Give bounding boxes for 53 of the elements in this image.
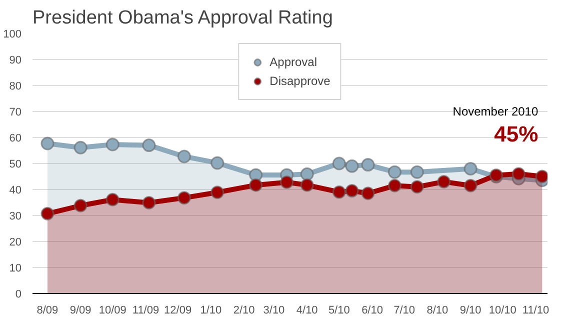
point <box>74 140 88 154</box>
point <box>361 186 375 200</box>
point <box>74 198 88 212</box>
annotation: 45% <box>494 122 538 146</box>
x-tick-label: 10/09 <box>98 304 126 316</box>
x-tick-label: 3/10 <box>263 304 285 316</box>
y-tick-label: 70 <box>9 106 22 118</box>
point <box>535 170 548 184</box>
y-tick-label: 30 <box>9 210 22 222</box>
point <box>40 206 54 220</box>
x-tick-label: 9/09 <box>70 304 92 316</box>
chart-title: President Obama's Approval Rating <box>32 8 333 28</box>
point <box>361 158 375 172</box>
annotation: November 2010 <box>452 104 538 118</box>
y-tick-label: 60 <box>9 132 22 144</box>
x-tick-label: 6/10 <box>362 304 383 316</box>
point <box>210 156 224 170</box>
point <box>437 174 451 188</box>
point <box>464 162 478 176</box>
y-tick-label: 0 <box>15 288 22 300</box>
x-tick-label: 1/10 <box>200 304 222 316</box>
x-tick-label: 4/10 <box>296 304 318 316</box>
x-tick-label: 11/10 <box>522 304 550 316</box>
x-tick-label: 11/09 <box>132 304 160 316</box>
x-tick-label: 2/10 <box>233 304 255 316</box>
point <box>410 180 424 194</box>
y-tick-label: 40 <box>9 184 22 196</box>
legend-label: Approval <box>270 55 318 69</box>
point <box>142 138 156 152</box>
x-tick-label: 12/09 <box>164 304 192 316</box>
x-tick-label: 9/10 <box>460 304 482 316</box>
x-tick-label: 8/10 <box>426 304 448 316</box>
point <box>177 150 191 164</box>
y-tick-label: 80 <box>9 80 22 92</box>
y-tick-label: 90 <box>9 54 22 66</box>
point <box>142 196 156 210</box>
point <box>210 186 224 200</box>
x-tick-label: 8/09 <box>36 304 58 316</box>
point <box>300 167 314 181</box>
x-tick-label: 5/10 <box>328 304 350 316</box>
point <box>106 192 120 206</box>
y-tick-label: 20 <box>9 236 22 248</box>
point <box>300 178 314 192</box>
legend-label: Disapprove <box>270 74 330 88</box>
y-tick-label: 10 <box>9 262 22 274</box>
y-tick-label: 50 <box>9 158 22 170</box>
x-tick-label: 7/10 <box>394 304 416 316</box>
point <box>40 136 54 150</box>
y-tick-label: 100 <box>3 28 22 40</box>
point <box>410 165 424 179</box>
x-tick-label: 10/10 <box>488 304 516 316</box>
point <box>464 178 478 192</box>
point <box>177 191 191 205</box>
